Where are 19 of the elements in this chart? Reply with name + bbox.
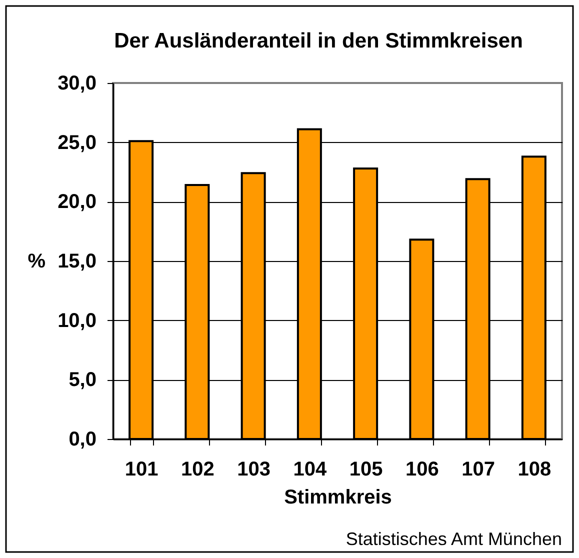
y-tick-label: 20,0 <box>58 191 96 214</box>
x-tick-label: 107 <box>462 458 495 480</box>
x-tick-label: 101 <box>124 458 158 480</box>
x-tick-label: 108 <box>518 458 552 480</box>
y-tick-label: 5,0 <box>68 369 96 392</box>
chart-title: Der Ausländeranteil in den Stimmkreisen <box>114 29 523 52</box>
x-tick-label: 102 <box>181 458 214 480</box>
x-tick-label: 104 <box>293 458 328 480</box>
y-tick-label: 0,0 <box>68 428 96 450</box>
text: Statistisches Amt München <box>346 529 562 549</box>
x-tick-label: 105 <box>349 458 383 480</box>
y-tick-label: 10,0 <box>58 310 96 332</box>
x-axis-title: Stimmkreis <box>284 486 392 508</box>
y-tick-label: 25,0 <box>58 132 96 154</box>
x-tick-label: 103 <box>237 458 270 480</box>
y-tick-label: 15,0 <box>58 250 96 272</box>
y-axis-title: % <box>28 250 46 272</box>
y-tick-label: 30,0 <box>58 72 96 94</box>
x-tick-label: 106 <box>406 458 439 480</box>
